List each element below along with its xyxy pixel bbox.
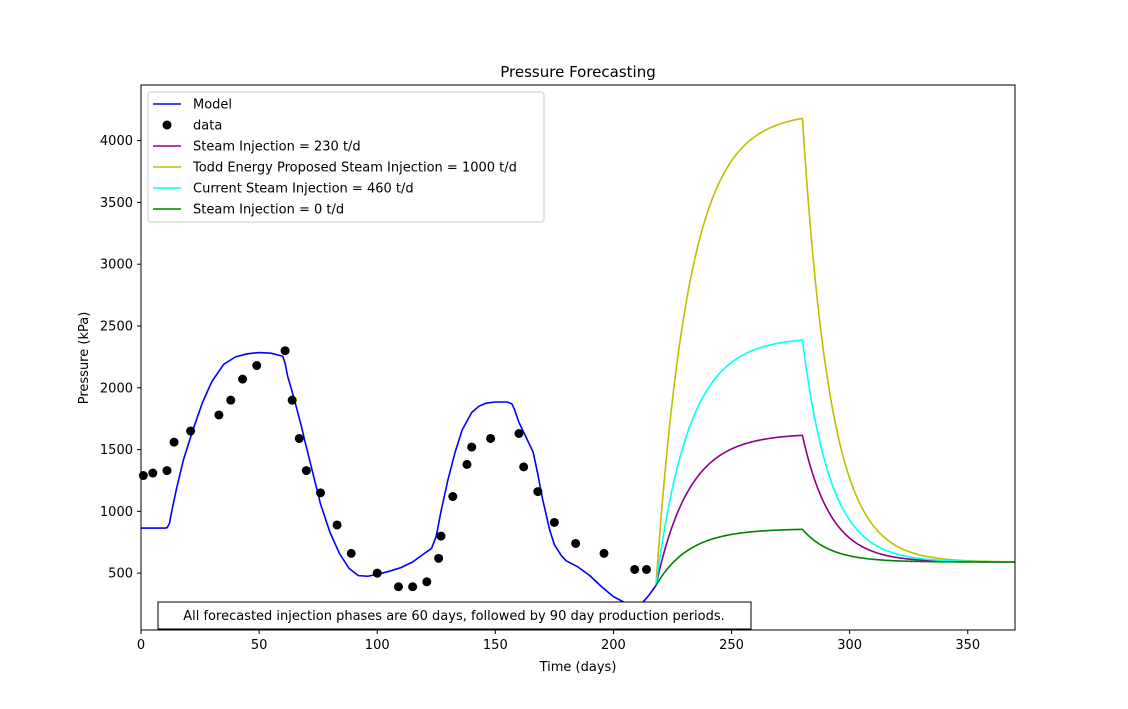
series-line-steam-injection-230-t-d bbox=[655, 434, 1015, 586]
y-tick-label: 3000 bbox=[100, 258, 133, 273]
data-point bbox=[162, 466, 172, 476]
data-point bbox=[533, 487, 543, 497]
legend-label: Model bbox=[193, 98, 232, 113]
legend-label: Todd Energy Proposed Steam Injection = 1… bbox=[192, 161, 517, 176]
annotation-box: All forecasted injection phases are 60 d… bbox=[157, 601, 752, 630]
annotation-frame bbox=[157, 601, 752, 630]
data-point bbox=[599, 548, 609, 558]
data-point bbox=[169, 437, 179, 447]
data-point bbox=[332, 520, 342, 530]
data-point bbox=[238, 374, 248, 384]
data-point bbox=[467, 442, 477, 452]
y-tick-label: 2500 bbox=[100, 319, 133, 334]
data-point bbox=[436, 531, 446, 541]
legend-frame bbox=[147, 91, 545, 223]
data-point bbox=[294, 433, 304, 443]
data-point bbox=[346, 548, 356, 558]
x-axis-ticks: 0 50 100 150 200 250 300 350 bbox=[137, 630, 980, 653]
data-point bbox=[486, 433, 496, 443]
y-tick-label: 500 bbox=[108, 567, 133, 582]
series-line-steam-injection-0-t-d bbox=[655, 528, 1015, 586]
legend-label: Current Steam Injection = 460 t/d bbox=[193, 182, 414, 197]
y-tick-label: 2000 bbox=[100, 381, 133, 396]
x-tick-label: 350 bbox=[955, 638, 980, 653]
data-point bbox=[549, 517, 559, 527]
data-point bbox=[514, 429, 524, 438]
y-tick-label: 1500 bbox=[100, 443, 133, 458]
x-tick-label: 0 bbox=[137, 638, 145, 653]
y-tick-label: 4000 bbox=[100, 134, 133, 149]
series-layer bbox=[141, 117, 1015, 607]
data-point bbox=[571, 538, 581, 548]
data-point bbox=[148, 468, 158, 478]
y-tick-label: 1000 bbox=[100, 505, 133, 520]
annotation-text: All forecasted injection phases are 60 d… bbox=[183, 609, 725, 624]
x-tick-label: 150 bbox=[483, 638, 508, 653]
data-point bbox=[372, 568, 382, 578]
series-line-current-steam-injection-460-t-d bbox=[655, 339, 1015, 586]
legend: Model data Steam Injection = 230 t/d Todd E… bbox=[147, 91, 545, 223]
x-tick-label: 250 bbox=[719, 638, 744, 653]
legend-marker bbox=[162, 120, 172, 130]
x-tick-label: 100 bbox=[365, 638, 390, 653]
y-axis-ticks: 500 1000 1500 2000 2500 3000 3500 4000 bbox=[100, 134, 141, 582]
data-point bbox=[630, 564, 640, 574]
data-point bbox=[138, 471, 148, 481]
data-points bbox=[138, 346, 651, 592]
data-point bbox=[280, 346, 290, 356]
x-tick-label: 300 bbox=[837, 638, 862, 653]
y-tick-label: 3500 bbox=[100, 196, 133, 211]
data-point bbox=[226, 395, 236, 405]
data-point bbox=[214, 410, 224, 420]
data-point bbox=[408, 582, 418, 592]
x-tick-label: 50 bbox=[251, 638, 268, 653]
data-point bbox=[462, 459, 472, 469]
data-point bbox=[642, 564, 651, 574]
data-point bbox=[519, 462, 529, 472]
legend-label: data bbox=[193, 119, 222, 134]
legend-label: Steam Injection = 0 t/d bbox=[193, 203, 344, 218]
data-point bbox=[434, 553, 444, 563]
data-point bbox=[186, 426, 196, 436]
plot-frame bbox=[140, 84, 1016, 631]
data-point bbox=[422, 577, 432, 587]
series-line-todd-energy-proposed-steam-injection-1000-t-d bbox=[655, 117, 1015, 586]
data-point bbox=[316, 488, 326, 498]
chart-title: Pressure Forecasting bbox=[500, 63, 656, 81]
series-line-model bbox=[141, 351, 657, 607]
data-point bbox=[393, 582, 403, 592]
y-axis-label: Pressure (kPa) bbox=[77, 312, 92, 405]
data-point bbox=[252, 361, 262, 371]
x-axis-label: Time (days) bbox=[539, 660, 617, 675]
data-point bbox=[301, 466, 311, 476]
x-tick-label: 200 bbox=[601, 638, 626, 653]
data-point bbox=[448, 492, 458, 502]
data-point bbox=[287, 395, 297, 405]
legend-label: Steam Injection = 230 t/d bbox=[193, 140, 361, 155]
